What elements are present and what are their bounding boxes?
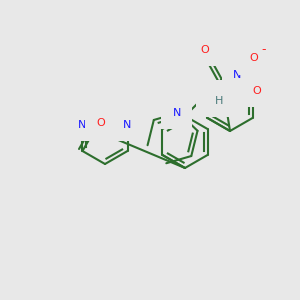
Text: N: N <box>78 120 87 130</box>
Text: -: - <box>261 44 266 56</box>
Text: O: O <box>252 86 261 96</box>
Text: O: O <box>96 118 105 128</box>
Text: N: N <box>123 120 132 130</box>
Text: O: O <box>200 45 209 55</box>
Text: O: O <box>250 53 259 63</box>
Text: H: H <box>215 96 224 106</box>
Text: N: N <box>172 108 181 118</box>
Text: N: N <box>207 91 216 100</box>
Text: N: N <box>233 70 241 80</box>
